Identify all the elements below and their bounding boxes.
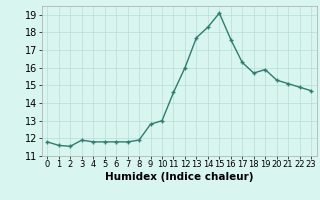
X-axis label: Humidex (Indice chaleur): Humidex (Indice chaleur): [105, 172, 253, 182]
